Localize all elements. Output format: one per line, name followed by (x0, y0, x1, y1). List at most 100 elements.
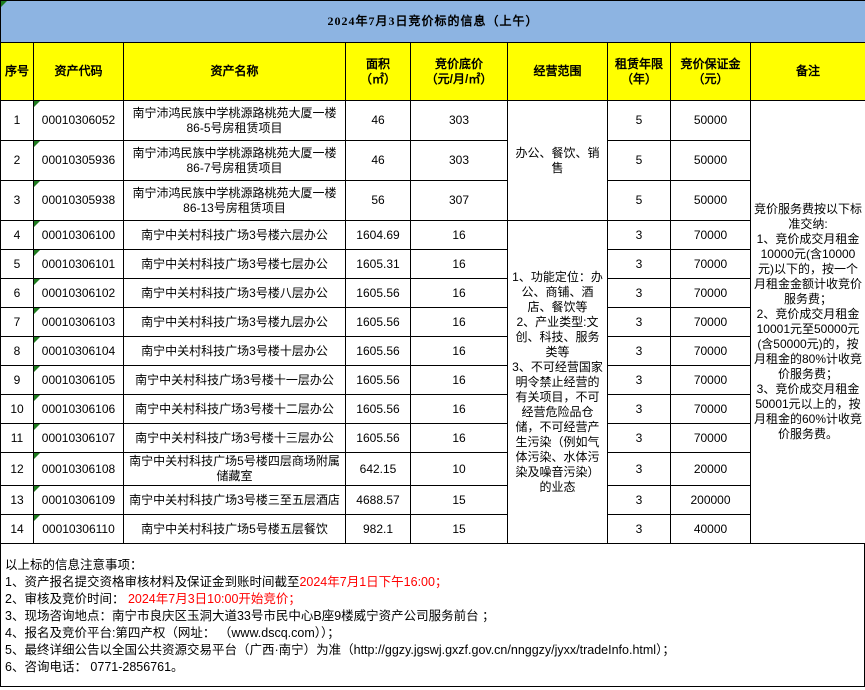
cell-name: 南宁中关村科技广场3号楼六层办公 (123, 220, 346, 250)
cell-scope-group2: 1、功能定位：办公、商铺、酒店、餐饮等 2、产业类型:文创、科技、服务类等 3、… (507, 220, 608, 544)
note-highlight: 2024年7月1日下午16:00； (299, 575, 448, 589)
cell-seq: 9 (0, 365, 34, 395)
note-text: 2、审核及竞价时间： (5, 592, 128, 606)
cell-price: 16 (410, 249, 508, 279)
table-row: 10 00010306106 南宁中关村科技广场3号楼十二层办公 1605.56… (0, 394, 865, 424)
cell-flag-icon (34, 279, 40, 285)
cell-price: 16 (410, 394, 508, 424)
title-row: 2024年7月3日竞价标的信息（上午） (0, 0, 865, 43)
cell-seq: 8 (0, 336, 34, 366)
note-line-5: 5、最终详细公告以全国公共资源交易平台（广西·南宁）为准（http://ggzy… (5, 642, 860, 659)
cell-code: 00010306110 (33, 514, 124, 544)
cell-flag-icon (34, 141, 40, 147)
cell-price: 303 (410, 140, 508, 181)
auction-table: 2024年7月3日竞价标的信息（上午） 序号 资产代码 资产名称 面积 （㎡） … (0, 0, 865, 544)
table-row: 3 00010305938 南宁沛鸿民族中学桃源路桃苑大厦一楼86-13号房租赁… (0, 180, 865, 221)
cell-code: 00010305938 (33, 180, 124, 221)
cell-term: 3 (607, 307, 671, 337)
cell-name: 南宁中关村科技广场3号楼十三层办公 (123, 423, 346, 453)
col-header-deposit: 竞价保证金 （元） (670, 42, 751, 101)
cell-flag-icon (34, 424, 40, 430)
cell-deposit: 70000 (670, 336, 751, 366)
asset-code: 00010306102 (41, 285, 116, 300)
cell-flag-icon (1, 1, 7, 7)
col-header-scope: 经营范围 (507, 42, 608, 101)
cell-term: 3 (607, 514, 671, 544)
cell-flag-icon (34, 308, 40, 314)
cell-code: 00010306107 (33, 423, 124, 453)
cell-seq: 4 (0, 220, 34, 250)
cell-flag-icon (34, 181, 40, 187)
cell-code: 00010306102 (33, 278, 124, 308)
cell-price: 16 (410, 307, 508, 337)
cell-code: 00010306103 (33, 307, 124, 337)
cell-deposit: 200000 (670, 485, 751, 515)
note-line-6: 6、咨询电话： 0771-2856761。 (5, 659, 860, 676)
note-text: 3、现场咨询地点：南宁市良庆区玉洞大道33号市民中心B座9楼威宁资产公司服务前台… (5, 609, 495, 623)
cell-area: 1605.56 (345, 423, 411, 453)
note-text: 5、最终详细公告以全国公共资源交易平台（广西·南宁）为准（http://ggzy… (5, 643, 675, 657)
cell-seq: 7 (0, 307, 34, 337)
col-header-area: 面积 （㎡） (345, 42, 411, 101)
cell-flag-icon (34, 366, 40, 372)
cell-flag-icon (34, 486, 40, 492)
cell-deposit: 70000 (670, 394, 751, 424)
asset-code: 00010305938 (41, 193, 116, 207)
cell-remark: 竞价服务费按以下标准交纳: 1、竞价成交月租金10000元(含10000元)以下… (749, 100, 865, 544)
cell-seq: 3 (0, 180, 34, 221)
table-row: 1 00010306052 南宁沛鸿民族中学桃源路桃苑大厦一楼86-5号房租赁项… (0, 100, 865, 544)
cell-deposit: 70000 (670, 423, 751, 453)
asset-code: 00010305936 (41, 153, 116, 167)
cell-flag-icon (34, 101, 40, 107)
cell-deposit: 20000 (670, 452, 751, 486)
cell-term: 3 (607, 249, 671, 279)
cell-flag-icon (34, 250, 40, 256)
page-title: 2024年7月3日竞价标的信息（上午） (0, 0, 865, 43)
cell-code: 00010306100 (33, 220, 124, 250)
table-row: 7 00010306103 南宁中关村科技广场3号楼九层办公 1605.56 1… (0, 307, 865, 337)
cell-area: 1605.56 (345, 278, 411, 308)
cell-area: 1605.31 (345, 249, 411, 279)
table-row: 14 00010306110 南宁中关村科技广场5号楼五层餐饮 982.1 15… (0, 514, 865, 544)
column-header-row: 序号 资产代码 资产名称 面积 （㎡） 竞价底价 （元/月/㎡） 经营范围 租赁… (0, 42, 865, 101)
table-row: 11 00010306107 南宁中关村科技广场3号楼十三层办公 1605.56… (0, 423, 865, 453)
cell-name: 南宁中关村科技广场3号楼八层办公 (123, 278, 346, 308)
cell-term: 3 (607, 452, 671, 486)
cell-name: 南宁中关村科技广场3号楼十层办公 (123, 336, 346, 366)
cell-code: 00010306109 (33, 485, 124, 515)
cell-code: 00010306101 (33, 249, 124, 279)
cell-name: 南宁中关村科技广场3号楼十二层办公 (123, 394, 346, 424)
cell-price: 16 (410, 365, 508, 395)
note-highlight: 2024年7月3日10:00开始竞价； (127, 592, 301, 606)
note-line-1: 1、资产报名提交资格审核材料及保证金到账时间截至2024年7月1日下午16:00… (5, 574, 860, 591)
cell-term: 3 (607, 278, 671, 308)
cell-flag-icon (34, 453, 40, 459)
cell-area: 4688.57 (345, 485, 411, 515)
asset-code: 00010306105 (41, 372, 116, 387)
cell-seq: 12 (0, 452, 34, 486)
table-row: 6 00010306102 南宁中关村科技广场3号楼八层办公 1605.56 1… (0, 278, 865, 308)
cell-area: 1605.56 (345, 336, 411, 366)
asset-code: 00010306106 (41, 401, 116, 416)
cell-area: 1605.56 (345, 307, 411, 337)
table-row: 12 00010306108 南宁中关村科技广场5号楼四层商场附属储藏室 642… (0, 452, 865, 486)
cell-area: 1605.56 (345, 365, 411, 395)
cell-term: 3 (607, 365, 671, 395)
note-text: 1、资产报名提交资格审核材料及保证金到账时间截至 (5, 575, 300, 589)
cell-flag-icon (34, 221, 40, 227)
asset-code: 00010306103 (41, 314, 116, 329)
asset-code: 00010306100 (41, 227, 116, 242)
cell-name: 南宁中关村科技广场3号楼九层办公 (123, 307, 346, 337)
cell-price: 15 (410, 514, 508, 544)
cell-flag-icon (34, 515, 40, 521)
cell-name: 南宁中关村科技广场3号楼三至五层酒店 (123, 485, 346, 515)
cell-deposit: 70000 (670, 278, 751, 308)
cell-deposit: 50000 (670, 140, 751, 181)
cell-price: 16 (410, 336, 508, 366)
cell-name: 南宁沛鸿民族中学桃源路桃苑大厦一楼86-13号房租赁项目 (123, 180, 346, 221)
cell-code: 00010306108 (33, 452, 124, 486)
cell-area: 46 (345, 140, 411, 181)
asset-code: 00010306052 (41, 113, 116, 127)
table-row: 4 00010306100 南宁中关村科技广场3号楼六层办公 1604.69 1… (0, 220, 865, 544)
